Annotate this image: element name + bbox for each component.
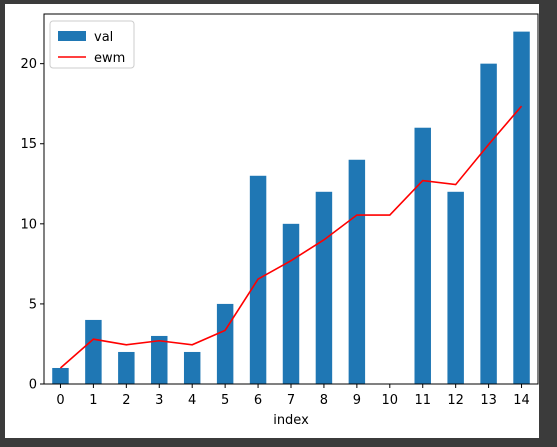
x-tick-label: 0: [56, 393, 64, 408]
y-tick-label: 5: [29, 297, 37, 312]
ewm-line: [59, 105, 523, 369]
legend-label-ewm: ewm: [94, 51, 125, 66]
x-tick-label: 10: [382, 393, 399, 408]
bar-1: [85, 319, 102, 384]
chart-figure: 0 5 10 15 20 0 1 2 3 4 5 6 7 8 9 10 11 12 13 14 index val e…: [5, 4, 539, 438]
x-tick-label: 7: [287, 393, 295, 408]
x-tick-label: 1: [89, 393, 97, 408]
x-tick-label: 9: [353, 393, 361, 408]
bar-11: [414, 127, 431, 384]
bar-3: [151, 335, 168, 384]
x-tick-label: 4: [188, 393, 196, 408]
x-tick-label: 11: [414, 393, 431, 408]
x-tick-label: 8: [320, 393, 328, 408]
bar-0: [52, 367, 69, 384]
legend-swatch-val: [58, 31, 86, 41]
y-tick-label: 10: [20, 217, 37, 232]
y-tick-label: 15: [20, 137, 37, 152]
bar-4: [183, 351, 201, 384]
x-tick-label: 5: [221, 393, 229, 408]
bar-5: [216, 303, 234, 384]
y-tick-label: 0: [29, 378, 37, 393]
bar-2: [118, 351, 135, 384]
bar-12: [447, 191, 464, 384]
x-tick-label: 2: [122, 393, 130, 408]
y-tick-label: 20: [20, 57, 37, 72]
legend: val ewm: [49, 20, 135, 69]
bar-7: [282, 223, 300, 384]
bars-layer: [52, 31, 530, 384]
x-tick-label: 14: [513, 393, 530, 408]
bar-14: [513, 31, 530, 384]
legend-label-val: val: [94, 30, 113, 45]
bar-9: [348, 159, 366, 384]
x-tick-label: 13: [480, 393, 497, 408]
x-axis-label: index: [273, 413, 309, 428]
x-tick-label: 3: [155, 393, 163, 408]
x-tick-label: 6: [254, 393, 262, 408]
x-axis: 0 1 2 3 4 5 6 7 8 9 10 11 12 13 14: [56, 384, 530, 408]
bar-13: [480, 63, 497, 384]
bar-8: [315, 191, 333, 384]
y-axis: 0 5 10 15 20: [20, 57, 44, 393]
x-tick-label: 12: [447, 393, 464, 408]
line-layer: [59, 105, 523, 369]
